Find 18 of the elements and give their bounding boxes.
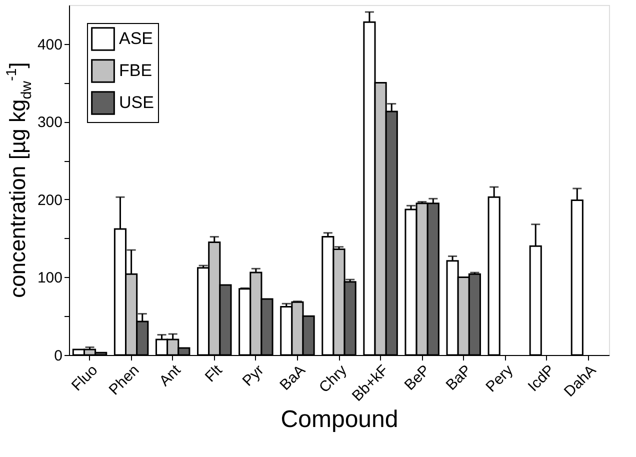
x-tick-label: BaP <box>442 362 475 394</box>
y-tick-label: 100 <box>37 270 62 287</box>
y-tick-label: 0 <box>54 348 62 364</box>
legend-label: ASE <box>119 29 154 48</box>
x-tick-label: BeP <box>401 362 434 394</box>
y-tick-label: 300 <box>37 114 62 132</box>
x-tick-label: BaA <box>276 362 309 394</box>
y-tick-label: 200 <box>37 192 62 209</box>
x-tick-label: Ant <box>156 361 185 390</box>
x-tick-label: Flt <box>202 361 226 386</box>
legend-label: USE <box>119 93 154 112</box>
x-tick-label: Pyr <box>239 362 268 390</box>
x-tick-label: Fluo <box>68 362 102 394</box>
legend-label: FBE <box>119 61 152 80</box>
x-axis-title: Compound <box>280 406 398 434</box>
y-axis-title: concentration [µg kgdw-1] <box>4 62 35 298</box>
y-tick-label: 400 <box>37 36 62 54</box>
x-tick-label: Chry <box>316 361 351 396</box>
